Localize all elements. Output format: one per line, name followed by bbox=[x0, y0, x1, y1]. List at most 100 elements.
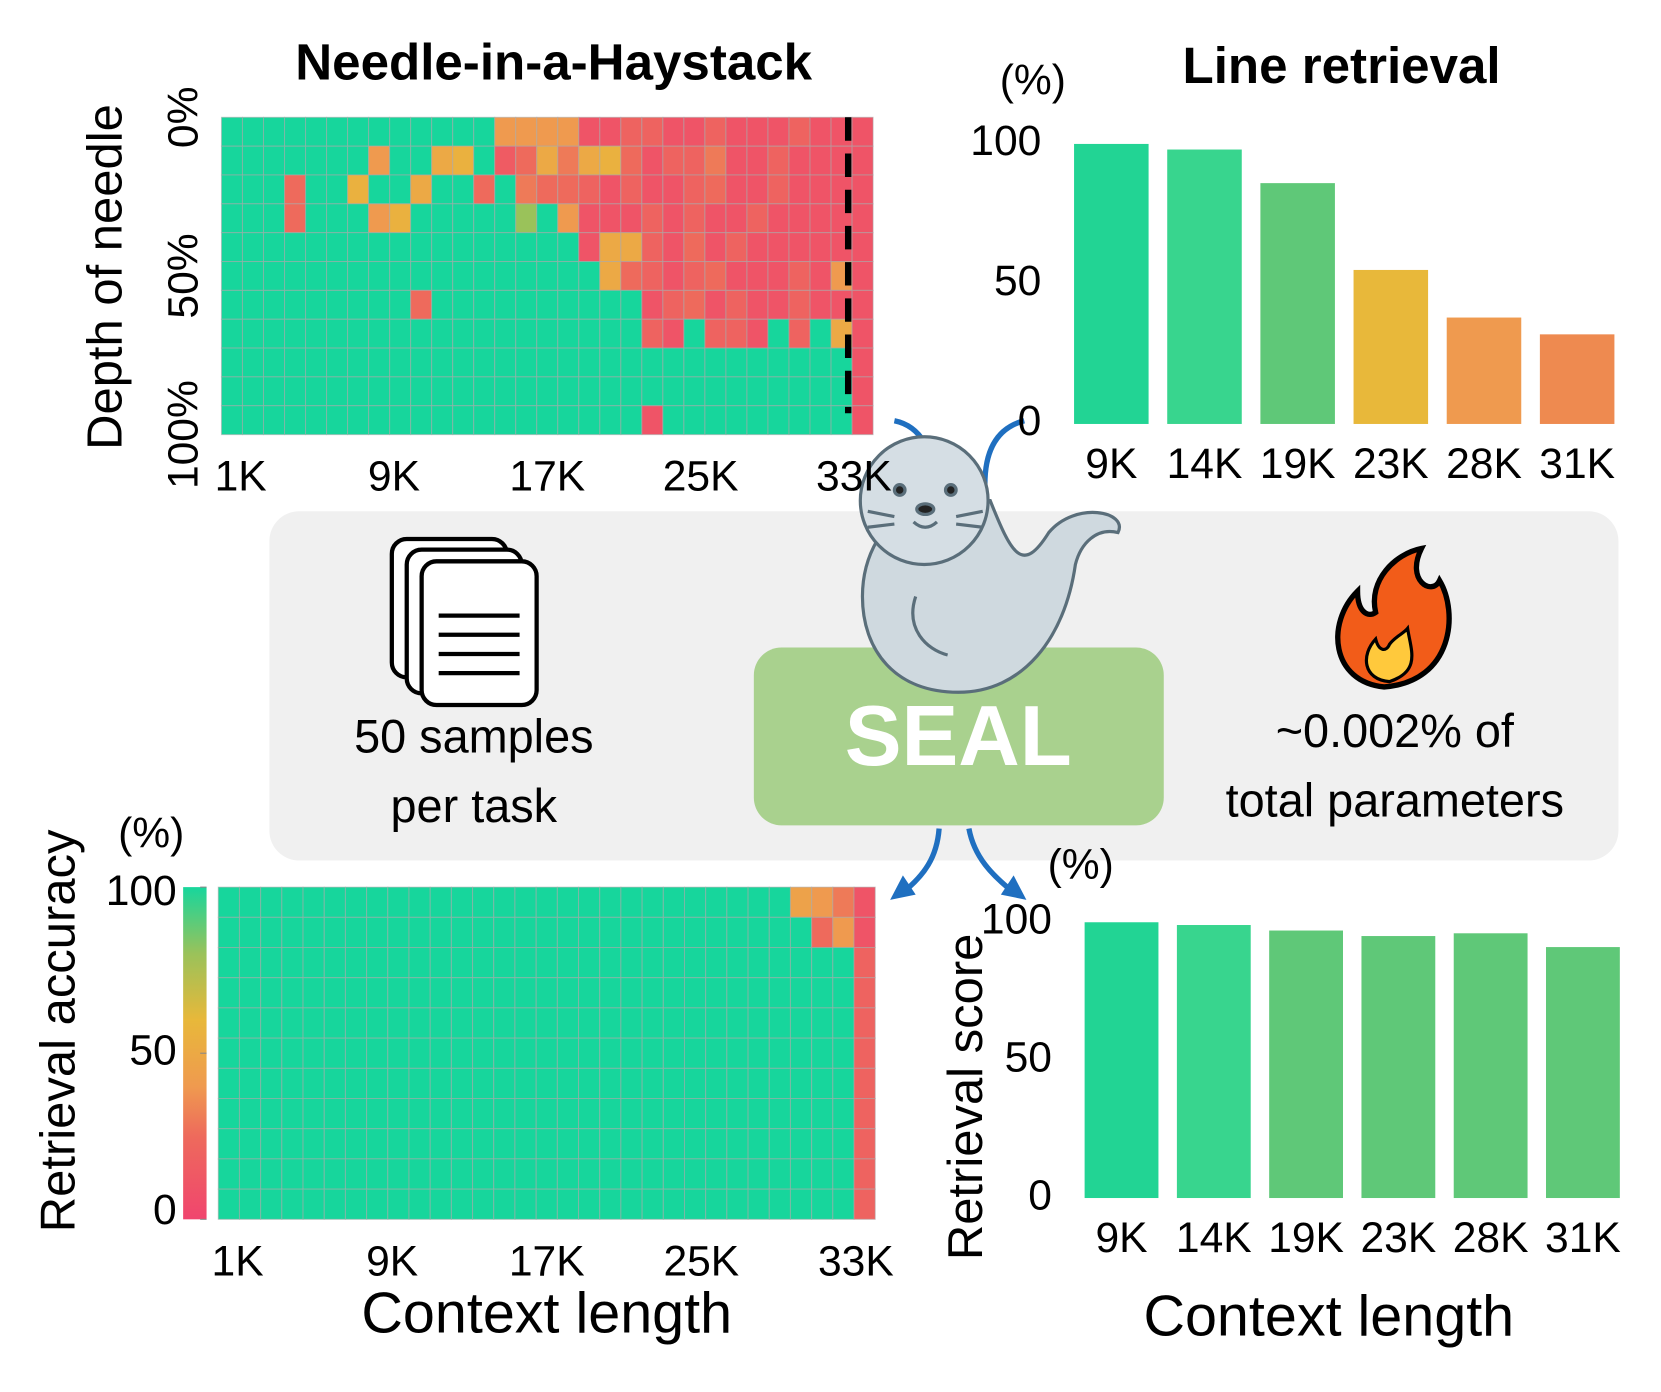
heat-cell bbox=[260, 946, 283, 979]
heat-cell bbox=[789, 916, 813, 949]
heat-cell bbox=[238, 886, 262, 918]
heat-cell bbox=[241, 145, 265, 176]
heat-cell bbox=[641, 203, 664, 234]
heat-cell bbox=[705, 1067, 728, 1100]
heat-cell bbox=[767, 261, 790, 291]
heat-cell bbox=[620, 174, 643, 205]
heat-cell bbox=[641, 1128, 664, 1160]
heat-cell bbox=[514, 1067, 537, 1100]
heat-cell bbox=[746, 116, 769, 147]
heat-cell bbox=[746, 174, 769, 205]
seal-box bbox=[753, 647, 1164, 826]
heat-cell bbox=[662, 1158, 686, 1190]
heat-cell bbox=[535, 1188, 558, 1220]
heat-cell bbox=[494, 174, 517, 205]
heat-cell bbox=[515, 347, 538, 378]
heat-cell bbox=[452, 174, 475, 205]
heat-cell bbox=[281, 916, 304, 949]
heat-cell bbox=[662, 1188, 686, 1220]
heat-cell bbox=[851, 261, 874, 291]
heat-cell bbox=[599, 203, 622, 234]
heat-cell bbox=[326, 174, 349, 205]
heat-cell bbox=[851, 376, 874, 407]
heat-cell bbox=[452, 116, 475, 147]
heat-cell bbox=[662, 174, 685, 205]
heat-cell bbox=[853, 946, 876, 979]
heat-cell bbox=[641, 1188, 664, 1220]
heat-cell bbox=[515, 261, 538, 291]
heat-cell bbox=[493, 1097, 516, 1130]
heat-cell bbox=[305, 318, 328, 349]
heat-cell bbox=[452, 203, 475, 234]
heat-cell bbox=[472, 916, 495, 949]
heat-cell bbox=[217, 1007, 240, 1039]
heat-cell bbox=[387, 1158, 410, 1190]
heat-cell bbox=[620, 232, 643, 263]
heat-cell bbox=[217, 1067, 240, 1100]
heat-cell bbox=[809, 347, 832, 378]
heat-cell bbox=[450, 977, 474, 1009]
heat-cell bbox=[641, 232, 664, 263]
heat-cell bbox=[241, 405, 265, 436]
heat-cell bbox=[811, 1067, 834, 1100]
heat-cell bbox=[408, 886, 431, 918]
heat-cell bbox=[641, 1067, 664, 1100]
heat-cell bbox=[368, 405, 391, 436]
heat-cell bbox=[789, 1067, 813, 1100]
heat-cell bbox=[599, 405, 622, 436]
heat-cell bbox=[347, 376, 370, 407]
heat-cell bbox=[494, 116, 517, 147]
heat-cell bbox=[408, 946, 431, 979]
heat-cell bbox=[536, 232, 559, 263]
heat-cell bbox=[788, 347, 811, 378]
heat-cell bbox=[368, 232, 391, 263]
heat-cell bbox=[811, 1128, 834, 1160]
heat-cell bbox=[344, 1067, 368, 1100]
heat-cell bbox=[389, 174, 412, 205]
heat-cell bbox=[347, 174, 370, 205]
heat-cell bbox=[241, 376, 265, 407]
heat-cell bbox=[767, 145, 790, 176]
heat-cell bbox=[494, 405, 517, 436]
heat-cell bbox=[302, 1067, 325, 1100]
heat-cell bbox=[620, 405, 643, 436]
heat-cell bbox=[746, 347, 769, 378]
heat-cell bbox=[281, 1158, 304, 1190]
heat-cell bbox=[260, 1158, 283, 1190]
heat-cell bbox=[326, 318, 349, 349]
heat-cell bbox=[599, 1097, 622, 1130]
heat-cell bbox=[683, 347, 706, 378]
colorbar bbox=[183, 887, 207, 1220]
heat-cell bbox=[535, 1067, 558, 1100]
heat-cell bbox=[662, 1067, 686, 1100]
heat-cell bbox=[788, 376, 811, 407]
x-tick-label: 33K bbox=[818, 1237, 894, 1285]
heat-cell bbox=[238, 1007, 262, 1039]
samples-text: per task bbox=[391, 780, 558, 832]
heat-cell bbox=[473, 116, 496, 147]
heat-cell bbox=[305, 347, 328, 378]
x-tick-label: 23K bbox=[1353, 440, 1429, 488]
heat-cell bbox=[811, 1007, 834, 1039]
heat-cell bbox=[535, 1097, 558, 1130]
heat-cell bbox=[788, 145, 811, 176]
x-tick-label: 28K bbox=[1453, 1214, 1529, 1262]
heat-cell bbox=[705, 1188, 728, 1220]
heat-cell bbox=[450, 1037, 474, 1069]
heat-cell bbox=[620, 977, 643, 1009]
heat-cell bbox=[344, 1188, 368, 1220]
heat-cell bbox=[620, 1097, 643, 1130]
heat-cell bbox=[557, 203, 580, 234]
heat-cell bbox=[705, 1158, 728, 1190]
heat-cell bbox=[366, 1067, 389, 1100]
heat-cell bbox=[262, 145, 286, 176]
heat-cell bbox=[473, 145, 496, 176]
heat-cell bbox=[220, 289, 244, 320]
heat-cell bbox=[450, 1007, 474, 1039]
heat-cell bbox=[387, 1037, 410, 1069]
heat-cell bbox=[789, 977, 813, 1009]
heat-cell bbox=[217, 886, 240, 918]
heat-cell bbox=[410, 174, 433, 205]
heat-cell bbox=[241, 203, 265, 234]
